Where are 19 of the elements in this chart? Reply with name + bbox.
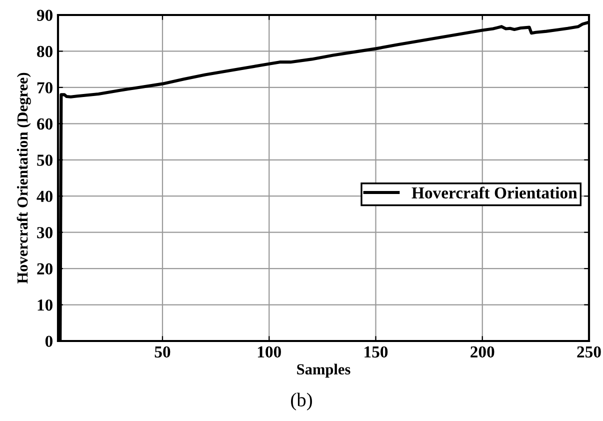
y-tick-label: 70 bbox=[37, 82, 53, 94]
x-tick-label: 50 bbox=[154, 346, 170, 358]
x-axis-title: Samples bbox=[297, 364, 350, 378]
x-tick-label: 150 bbox=[364, 346, 388, 358]
legend-label: Hovercraft Orientation bbox=[412, 186, 578, 199]
y-tick-label: 0 bbox=[45, 336, 53, 347]
y-tick-label: 90 bbox=[36, 10, 53, 21]
y-tick-label: 10 bbox=[38, 299, 53, 311]
text: (b) bbox=[291, 392, 312, 410]
x-tick-label: 200 bbox=[470, 346, 494, 358]
y-tick-label: 40 bbox=[36, 190, 53, 202]
y-tick-label: 20 bbox=[37, 263, 53, 274]
x-tick-label: 250 bbox=[577, 346, 601, 358]
x-tick-label: 100 bbox=[258, 346, 281, 358]
y-tick-label: 80 bbox=[37, 46, 53, 58]
y-tick-label: 30 bbox=[37, 227, 53, 238]
y-tick-label: 60 bbox=[37, 118, 53, 130]
y-axis-title: Hovercraft Orientation (Degree) bbox=[16, 72, 31, 284]
y-tick-label: 50 bbox=[37, 154, 53, 166]
